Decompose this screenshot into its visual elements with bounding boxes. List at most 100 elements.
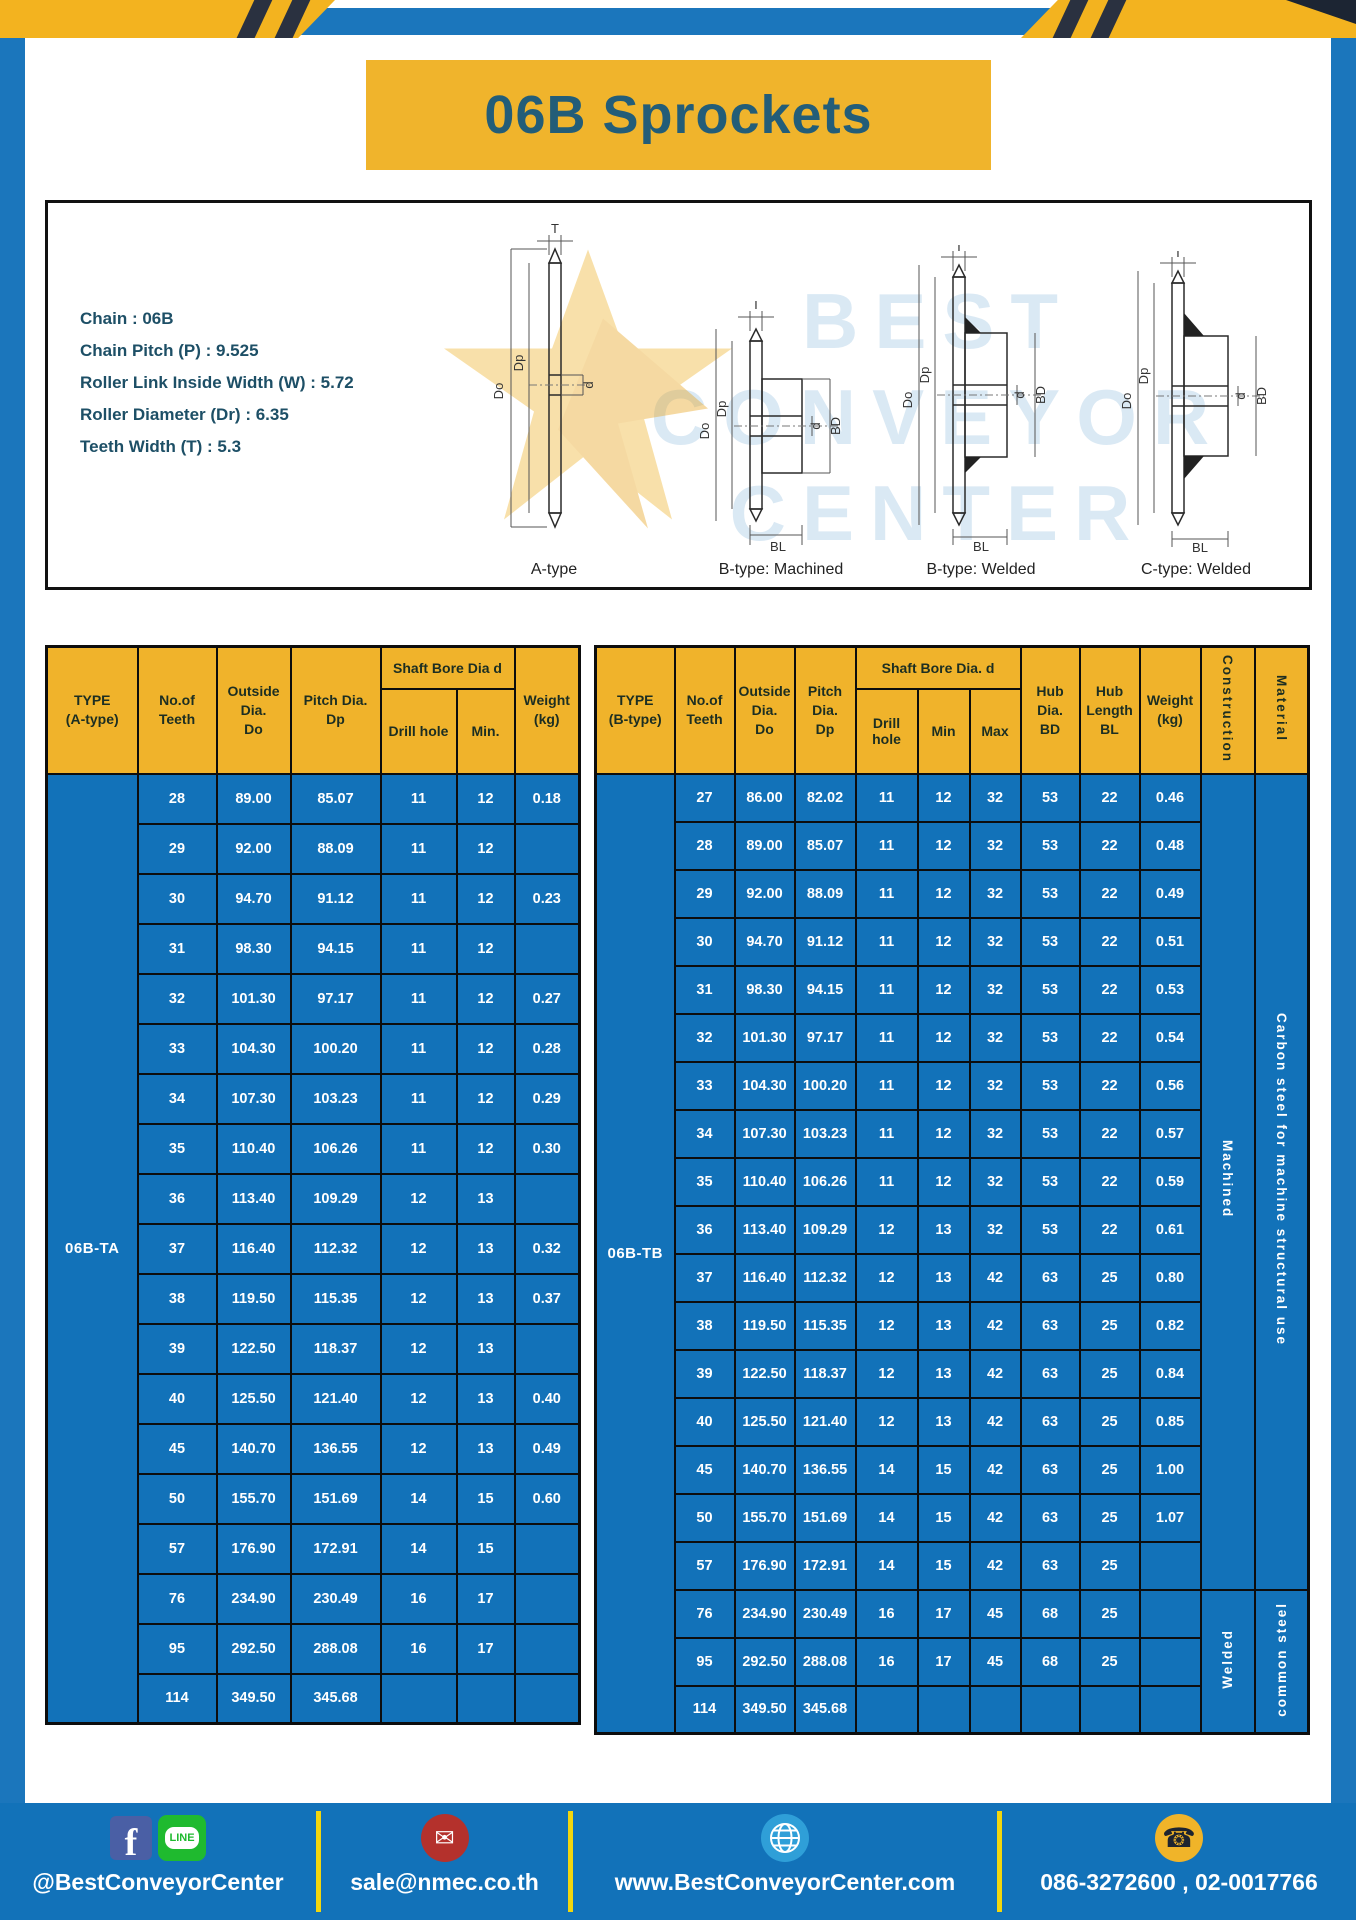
corner-triangle (1286, 0, 1356, 24)
table-cell: 63 (1019, 1540, 1081, 1591)
table-cell: 14 (379, 1522, 458, 1575)
table-cell: 11 (379, 1072, 458, 1125)
table-cell: 12 (379, 1172, 458, 1225)
table-cell: 0.53 (1138, 964, 1202, 1015)
b-type-welded-diagram: T Do Dp d BD BL B-type: Welded (903, 211, 1059, 579)
table-cell: 12 (379, 1222, 458, 1275)
table-cell: 33 (673, 1060, 736, 1111)
table-row: 06B-TB 27 86.00 82.02 11 12 32 53 22 0.46 Machined… (594, 772, 1310, 1735)
table-cell: 98.30 (733, 964, 796, 1015)
table-cell: 11 (854, 820, 919, 871)
table-cell: 22 (1078, 1012, 1141, 1063)
table-cell (513, 922, 581, 975)
table-cell: 32 (968, 1012, 1022, 1063)
table-row: 36 113.40 109.29 12 13 32 53 22 0.61 (596, 1204, 1309, 1255)
table-cell: 349.50 (733, 1684, 796, 1735)
col-header-drill-hole: Drill hole (854, 687, 919, 775)
table-cell: 22 (1078, 1108, 1141, 1159)
svg-text:BD: BD (1033, 386, 1048, 404)
diagram-caption: B-type: Machined (718, 561, 844, 578)
table-cell: 119.50 (215, 1272, 292, 1325)
table-cell: 12 (916, 1012, 971, 1063)
table-row: 76 234.90 230.49 16 17 (47, 1572, 581, 1625)
table-cell: 45 (968, 1588, 1022, 1639)
table-cell: 57 (673, 1540, 736, 1591)
table-row: 28 89.00 85.07 11 12 32 53 22 0.48 (596, 820, 1309, 871)
svg-text:Do: Do (1119, 393, 1134, 410)
table-cell: 42 (968, 1252, 1022, 1303)
table-cell (379, 1672, 458, 1725)
table-cell: 63 (1019, 1492, 1081, 1543)
table-cell: 15 (455, 1522, 516, 1575)
table-cell: 0.51 (1138, 916, 1202, 967)
phone-icon: ☎ (1155, 1814, 1203, 1862)
email-address: sale@nmec.co.th (350, 1869, 539, 1895)
table-cell: 12 (379, 1272, 458, 1325)
table-cell: 53 (1019, 916, 1081, 967)
hazard-stripe (1087, 0, 1129, 38)
col-header-material: Material (1253, 645, 1310, 775)
table-cell: 104.30 (733, 1060, 796, 1111)
svg-text:d: d (1012, 391, 1027, 398)
table-cell: 172.91 (793, 1540, 857, 1591)
table-cell (513, 1572, 581, 1625)
spec-line: Roller Diameter (Dr) : 6.35 (80, 405, 289, 424)
table-b-body: 06B-TB 27 86.00 82.02 11 12 32 53 22 0.46 Machined… (594, 772, 1310, 1735)
table-cell: 25 (1078, 1252, 1141, 1303)
table-cell: 13 (916, 1204, 971, 1255)
table-cell: 12 (455, 972, 516, 1025)
table-cell: 11 (379, 872, 458, 925)
diagram-panel: BEST CONVEYOR CENTER Chain : 06B Chain P… (45, 200, 1312, 590)
table-cell: 0.37 (513, 1272, 581, 1325)
table-cell: 114 (136, 1672, 218, 1725)
table-row: 114 349.50 345.68 (47, 1672, 581, 1725)
table-cell: 13 (455, 1222, 516, 1275)
table-cell: 22 (1078, 916, 1141, 967)
title-banner: 06B Sprockets (366, 60, 991, 170)
table-cell: 11 (854, 868, 919, 919)
table-cell: 13 (455, 1172, 516, 1225)
table-cell: 39 (673, 1348, 736, 1399)
table-cell (1138, 1636, 1202, 1687)
table-cell: 0.85 (1138, 1396, 1202, 1447)
construction-cell: Machined (1199, 772, 1256, 1591)
table-row: 114 349.50 345.68 (596, 1684, 1309, 1735)
table-cell: 0.80 (1138, 1252, 1202, 1303)
table-cell: 25 (1078, 1540, 1141, 1591)
table-cell: 118.37 (289, 1322, 382, 1375)
right-frame (1331, 0, 1356, 1920)
table-cell: 11 (854, 1156, 919, 1207)
table-cell: 11 (379, 972, 458, 1025)
table-cell: 15 (916, 1492, 971, 1543)
diagram-caption: B-type: Welded (926, 561, 1036, 578)
svg-text:Dp: Dp (714, 401, 729, 418)
table-cell: 82.02 (793, 772, 857, 823)
table-row: 50 155.70 151.69 14 15 0.60 (47, 1472, 581, 1525)
table-cell: 1.07 (1138, 1492, 1202, 1543)
hazard-stripe (233, 0, 275, 38)
table-cell: 136.55 (289, 1422, 382, 1475)
col-header-type: TYPE (A-type) (45, 645, 139, 775)
table-cell: 16 (854, 1636, 919, 1687)
table-cell: 12 (916, 1156, 971, 1207)
material-cell: Carbon steel for machine structural use (1253, 772, 1310, 1591)
material-cell: common steel (1253, 1588, 1310, 1735)
table-cell: 42 (968, 1300, 1022, 1351)
svg-text:BD: BD (1254, 387, 1269, 405)
table-cell: 345.68 (289, 1672, 382, 1725)
col-header-pitch-dia: Pitch Dia. Dp (793, 645, 857, 775)
table-row: 39 122.50 118.37 12 13 (47, 1322, 581, 1375)
table-cell: 0.23 (513, 872, 581, 925)
table-cell: 22 (1078, 1156, 1141, 1207)
table-cell: 12 (854, 1348, 919, 1399)
table-cell: 15 (916, 1444, 971, 1495)
table-cell: 17 (455, 1572, 516, 1625)
table-cell: 345.68 (793, 1684, 857, 1735)
table-cell: 32 (968, 1204, 1022, 1255)
table-cell: 50 (136, 1472, 218, 1525)
diagram-caption: C-type: Welded (1141, 561, 1251, 578)
table-cell: 0.18 (513, 772, 581, 825)
svg-text:BL: BL (1192, 540, 1208, 553)
b-type-machined-drawing: T Do Dp d BD BL (698, 301, 843, 553)
table-cell: 0.60 (513, 1472, 581, 1525)
